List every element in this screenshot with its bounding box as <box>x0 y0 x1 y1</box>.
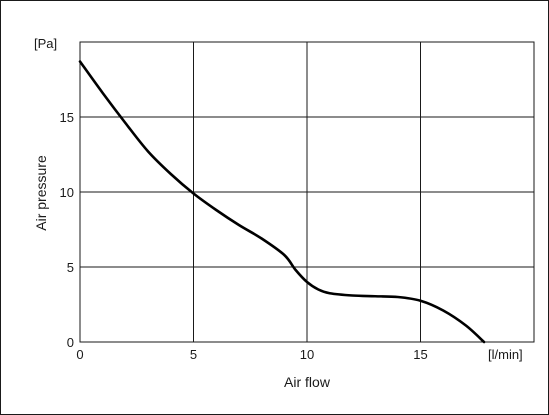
plot-area-border <box>79 41 535 343</box>
y-unit-label: [Pa] <box>34 36 57 51</box>
x-tick-label-15: 15 <box>413 347 427 362</box>
y-tick-label-15: 15 <box>60 110 74 125</box>
grid <box>80 42 534 342</box>
y-tick-label-5: 5 <box>67 260 74 275</box>
x-axis-title: Air flow <box>284 374 331 390</box>
tick-labels: 0 5 10 15 0 5 10 15 <box>60 110 428 362</box>
series-lines <box>78 60 486 344</box>
series-line-0 <box>78 60 486 344</box>
x-tick-label-5: 5 <box>190 347 197 362</box>
y-tick-label-0: 0 <box>67 335 74 350</box>
y-tick-label-10: 10 <box>60 185 74 200</box>
y-axis-title: Air pressure <box>33 155 49 231</box>
x-tick-label-10: 10 <box>300 347 314 362</box>
x-unit-label: [l/min] <box>488 347 523 362</box>
x-tick-label-0: 0 <box>76 347 83 362</box>
